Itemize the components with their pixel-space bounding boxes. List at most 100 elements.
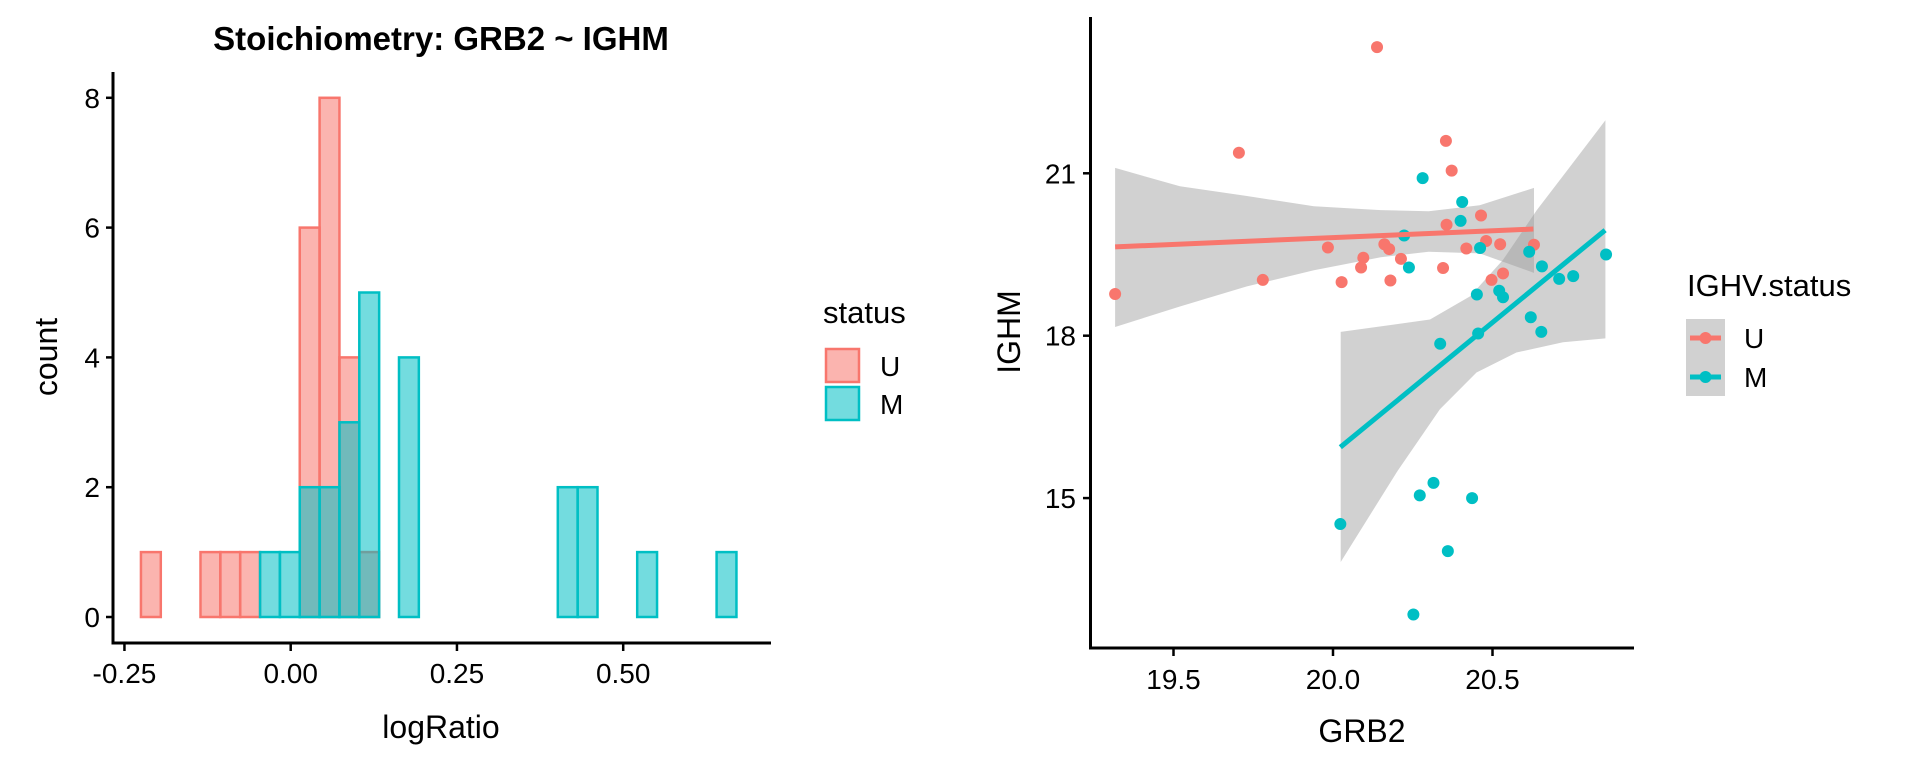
legend-key-m	[824, 385, 861, 422]
points-u	[1109, 41, 1540, 301]
legend-label-m: M	[880, 389, 903, 420]
legend-label-m: M	[1744, 362, 1767, 393]
histogram-bar	[556, 485, 579, 619]
scatter-panel: 15 18 21 19.5 20.0 20.5 GRB2 IGHM IGHV.statu…	[991, 17, 1851, 749]
scatter-point	[1357, 251, 1370, 264]
scatter-point	[1413, 489, 1426, 502]
x-tick-label: 0.50	[596, 658, 651, 689]
histogram-bar	[219, 550, 242, 619]
scatter-point	[1454, 214, 1467, 227]
histogram-bar	[139, 550, 163, 619]
legend-label-u: U	[880, 351, 900, 382]
scatter-point	[1470, 288, 1483, 301]
histogram-bar	[397, 356, 421, 619]
x-tick-label: 20.0	[1306, 664, 1361, 695]
histogram-panel: Stoichiometry: GRB2 ~ IGHM 0 2 4 6 8 -0.25 0.…	[28, 20, 906, 745]
scatter-point	[1445, 164, 1458, 177]
x-tick-label: 20.5	[1465, 664, 1520, 695]
legend-key-u-point	[1699, 332, 1712, 344]
histogram-bar	[199, 550, 222, 619]
scatter-point	[1394, 252, 1407, 265]
scatter-point	[1334, 518, 1347, 531]
histogram-bar	[298, 485, 321, 619]
scatter-point	[1485, 273, 1498, 286]
scatter-point	[1460, 242, 1473, 255]
y-tick-label: 18	[1045, 321, 1076, 352]
histogram-bar	[715, 550, 738, 619]
x-tick-label: 0.25	[430, 658, 485, 689]
y-axis-title: IGHM	[991, 290, 1027, 374]
x-tick-label: 19.5	[1146, 664, 1201, 695]
points-m	[1334, 172, 1613, 621]
scatter-point	[1232, 146, 1245, 159]
legend: IGHV.status U M	[1686, 268, 1851, 396]
scatter-point	[1256, 273, 1269, 286]
scatter-point	[1497, 267, 1510, 280]
regression-line-u	[1115, 226, 1534, 250]
histogram-bar	[278, 550, 301, 619]
histogram-bar	[238, 550, 262, 619]
y-tick-label: 6	[84, 213, 100, 244]
histogram-bars	[139, 96, 738, 619]
scatter-point	[1416, 172, 1429, 185]
legend-key-m-point	[1699, 371, 1712, 383]
legend-item-u: U	[824, 347, 900, 384]
histogram-bar	[338, 421, 361, 619]
scatter-point	[1427, 476, 1440, 489]
y-tick-label: 8	[84, 83, 100, 114]
y-tick-label: 0	[84, 602, 100, 633]
histogram-bar	[318, 485, 341, 619]
legend-title: IGHV.status	[1687, 268, 1851, 303]
scatter-point	[1355, 261, 1368, 274]
scatter-point	[1440, 218, 1453, 231]
x-axis-ticks: -0.25 0.00 0.25 0.50	[93, 643, 651, 689]
histogram-bar	[358, 291, 381, 619]
scatter-point	[1524, 311, 1537, 324]
y-tick-label: 2	[84, 472, 100, 503]
x-axis-title: GRB2	[1318, 713, 1405, 749]
scatter-point	[1523, 245, 1536, 258]
scatter-point	[1407, 608, 1420, 621]
scatter-points	[1109, 41, 1613, 621]
histogram-bar	[258, 550, 282, 619]
legend-key-background	[1686, 319, 1725, 396]
scatter-point	[1109, 288, 1122, 301]
y-tick-label: 15	[1045, 483, 1076, 514]
scatter-point	[1371, 41, 1384, 54]
scatter-point	[1441, 545, 1454, 558]
scatter-point	[1497, 291, 1510, 304]
scatter-point	[1384, 274, 1397, 287]
legend-item-m: M	[824, 385, 903, 422]
scatter-point	[1535, 325, 1548, 338]
scatter-point	[1567, 270, 1580, 283]
regression-line-m	[1338, 228, 1607, 450]
scatter-point	[1600, 248, 1613, 261]
scatter-point	[1553, 272, 1566, 285]
y-tick-label: 4	[84, 342, 100, 373]
scatter-point	[1439, 134, 1452, 147]
scatter-point	[1535, 260, 1548, 273]
scatter-point	[1335, 276, 1348, 289]
legend-item-u: U	[1690, 323, 1764, 354]
x-axis-title: logRatio	[382, 709, 499, 745]
scatter-point	[1494, 238, 1507, 251]
y-tick-label: 21	[1045, 158, 1076, 189]
scatter-point	[1474, 241, 1487, 254]
series-m	[258, 291, 738, 619]
y-axis-title: count	[28, 318, 64, 396]
scatter-point	[1321, 241, 1334, 254]
legend-key-u	[824, 347, 861, 384]
scatter-point	[1456, 195, 1469, 208]
scatter-point	[1437, 262, 1450, 275]
legend-label-u: U	[1744, 323, 1764, 354]
scatter-point	[1383, 243, 1396, 256]
legend-title: status	[823, 295, 906, 330]
histogram-bar	[635, 550, 659, 619]
confidence-ribbons	[1115, 120, 1606, 563]
scatter-point	[1475, 209, 1488, 222]
x-tick-label: 0.00	[263, 658, 318, 689]
scatter-point	[1402, 261, 1415, 274]
legend: status U M	[823, 295, 906, 422]
y-axis-ticks: 0 2 4 6 8	[84, 83, 113, 633]
